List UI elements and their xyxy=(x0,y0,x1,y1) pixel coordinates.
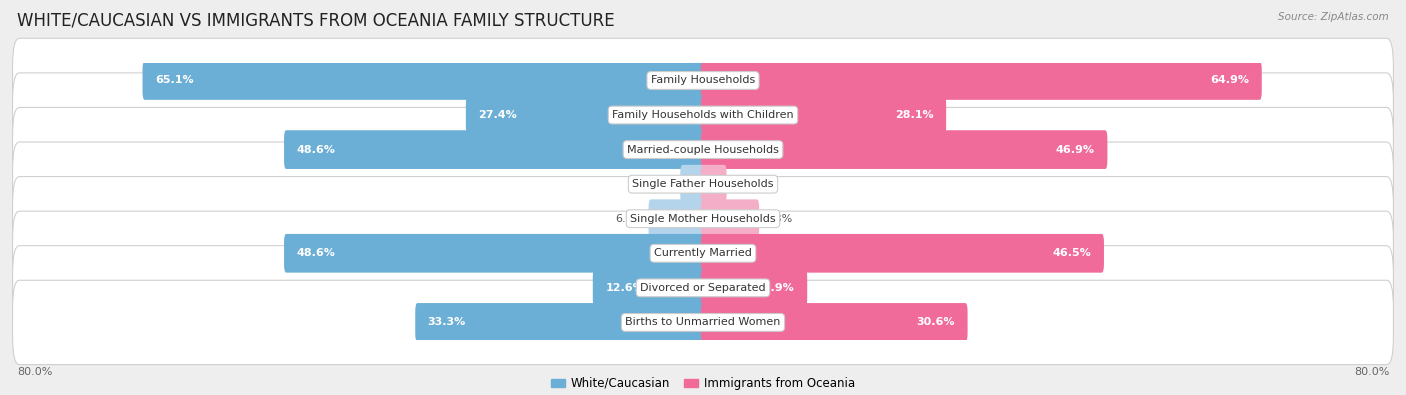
Text: 80.0%: 80.0% xyxy=(1354,367,1389,377)
FancyBboxPatch shape xyxy=(700,303,967,342)
FancyBboxPatch shape xyxy=(681,165,706,203)
FancyBboxPatch shape xyxy=(415,303,706,342)
Text: Family Households: Family Households xyxy=(651,75,755,85)
FancyBboxPatch shape xyxy=(700,130,1108,169)
Text: WHITE/CAUCASIAN VS IMMIGRANTS FROM OCEANIA FAMILY STRUCTURE: WHITE/CAUCASIAN VS IMMIGRANTS FROM OCEAN… xyxy=(17,12,614,30)
FancyBboxPatch shape xyxy=(700,234,1104,273)
Text: Source: ZipAtlas.com: Source: ZipAtlas.com xyxy=(1278,12,1389,22)
FancyBboxPatch shape xyxy=(13,107,1393,192)
Text: 48.6%: 48.6% xyxy=(297,248,336,258)
Text: 27.4%: 27.4% xyxy=(478,110,517,120)
FancyBboxPatch shape xyxy=(700,96,946,134)
Text: 46.5%: 46.5% xyxy=(1053,248,1091,258)
FancyBboxPatch shape xyxy=(13,246,1393,330)
Text: 30.6%: 30.6% xyxy=(917,318,955,327)
Text: 11.9%: 11.9% xyxy=(756,283,794,293)
Text: Currently Married: Currently Married xyxy=(654,248,752,258)
Text: 6.1%: 6.1% xyxy=(616,214,644,224)
Text: Married-couple Households: Married-couple Households xyxy=(627,145,779,154)
FancyBboxPatch shape xyxy=(13,177,1393,261)
Text: Births to Unmarried Women: Births to Unmarried Women xyxy=(626,318,780,327)
Text: 64.9%: 64.9% xyxy=(1211,75,1250,85)
Text: Family Households with Children: Family Households with Children xyxy=(612,110,794,120)
Text: 12.6%: 12.6% xyxy=(605,283,644,293)
FancyBboxPatch shape xyxy=(13,280,1393,365)
Text: 2.5%: 2.5% xyxy=(731,179,759,189)
FancyBboxPatch shape xyxy=(465,96,706,134)
Text: 80.0%: 80.0% xyxy=(17,367,52,377)
Text: 46.9%: 46.9% xyxy=(1056,145,1095,154)
Text: 2.4%: 2.4% xyxy=(647,179,675,189)
FancyBboxPatch shape xyxy=(700,199,759,238)
Text: 33.3%: 33.3% xyxy=(427,318,465,327)
FancyBboxPatch shape xyxy=(13,73,1393,157)
Text: 48.6%: 48.6% xyxy=(297,145,336,154)
Legend: White/Caucasian, Immigrants from Oceania: White/Caucasian, Immigrants from Oceania xyxy=(546,372,860,395)
FancyBboxPatch shape xyxy=(284,130,706,169)
FancyBboxPatch shape xyxy=(648,199,706,238)
Text: 28.1%: 28.1% xyxy=(896,110,934,120)
Text: Single Father Households: Single Father Households xyxy=(633,179,773,189)
FancyBboxPatch shape xyxy=(284,234,706,273)
FancyBboxPatch shape xyxy=(13,38,1393,122)
Text: Single Mother Households: Single Mother Households xyxy=(630,214,776,224)
FancyBboxPatch shape xyxy=(700,61,1261,100)
FancyBboxPatch shape xyxy=(593,269,706,307)
Text: 65.1%: 65.1% xyxy=(155,75,194,85)
FancyBboxPatch shape xyxy=(700,269,807,307)
FancyBboxPatch shape xyxy=(13,142,1393,226)
FancyBboxPatch shape xyxy=(142,61,706,100)
FancyBboxPatch shape xyxy=(700,165,727,203)
Text: 6.3%: 6.3% xyxy=(763,214,792,224)
Text: Divorced or Separated: Divorced or Separated xyxy=(640,283,766,293)
FancyBboxPatch shape xyxy=(13,211,1393,295)
